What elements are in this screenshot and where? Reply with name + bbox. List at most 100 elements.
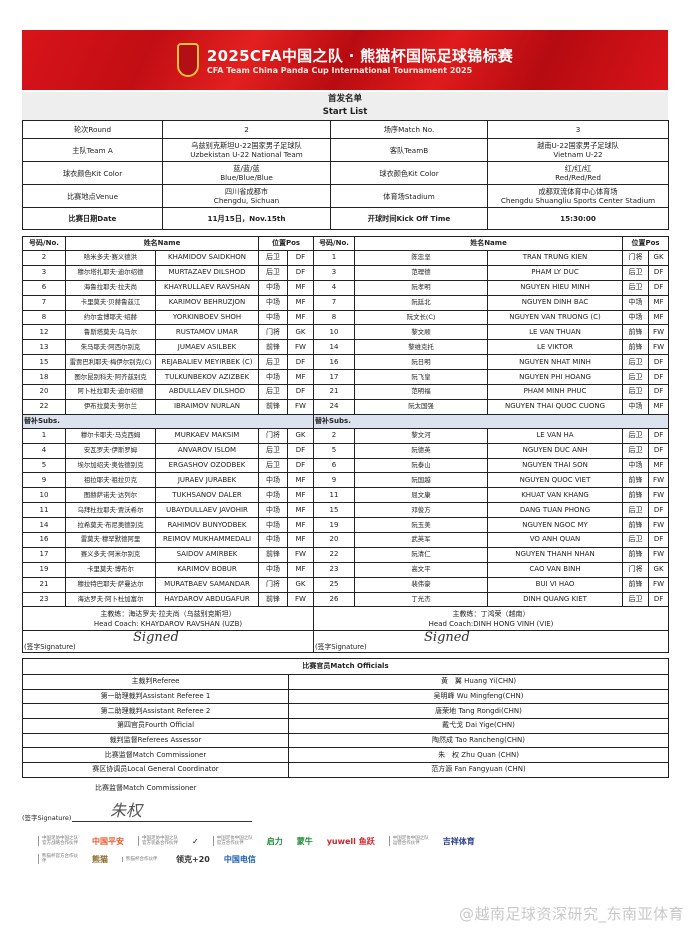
player-position-en: MF xyxy=(286,517,315,534)
player-position-en: FW xyxy=(648,576,670,593)
sponsor-category: 中国足协中国之队 运营合作伙伴 xyxy=(388,836,429,846)
info-cell: 比赛地点Venue xyxy=(22,184,163,208)
signature-line xyxy=(72,821,252,822)
sponsor-row: 熊猫杯官方合作伙伴 熊猫 熊猫杯合作伙伴 领克+20 中国电信 xyxy=(38,850,668,868)
head-coach-row: 主教练：海达罗夫·拉夫尚（乌兹别克斯坦） Head Coach: KHAYDARO… xyxy=(21,606,670,632)
player-number: 2 xyxy=(313,427,356,444)
player-number: 5 xyxy=(313,442,356,459)
player-row: 1 穆尔卡耶夫·马克西姆 MURKAEV MAKSIM 门将 GK 2 黎文河 LE VAN … xyxy=(22,427,670,444)
player-position-en: DF xyxy=(286,384,315,400)
player-number: 25 xyxy=(313,576,356,593)
player-number: 10 xyxy=(22,487,66,504)
banner-title-cn: 2025CFA中国之队 · 熊猫杯国际足球锦标赛 xyxy=(206,47,514,65)
player-position-cn: 中场 xyxy=(258,309,288,326)
player-name-en: DANG TUAN PHONG xyxy=(487,502,624,519)
player-position-en: MF xyxy=(286,487,315,504)
player-name-en: SAIDOV AMIRBEK xyxy=(155,546,259,563)
player-position-en: FW xyxy=(648,472,670,489)
player-number: 19 xyxy=(22,561,66,578)
player-number: 18 xyxy=(22,369,66,386)
player-name-cn: 祖拉耶夫·祖拉贝克 xyxy=(65,472,156,489)
lineup-header-row: 号码/No. 姓名Name 位置Pos 号码/No. 姓名Name 位置Pos xyxy=(22,236,670,251)
player-name-cn: 阮飞皇 xyxy=(354,369,489,386)
player-row: 15 雷贾巴利耶夫·梅伊尔别克(C) REJABALIEV MEYIRBEK (C)… xyxy=(22,354,670,371)
sponsor-logo: 中国平安 xyxy=(92,836,124,846)
player-name-en: TUKHSANOV DALER xyxy=(155,487,259,504)
player-position-en: FW xyxy=(286,339,315,356)
player-number: 6 xyxy=(313,457,356,474)
commissioner-signature-label: (签字Signature) xyxy=(22,814,72,822)
player-position-en: FW xyxy=(648,487,670,504)
header-name: 姓名Name xyxy=(65,236,259,251)
player-name-cn: 鲁斯塔莫夫·乌马尔 xyxy=(65,324,156,341)
player-number: 10 xyxy=(313,324,356,341)
player-position-cn: 前锋 xyxy=(622,339,650,356)
player-name-cn: 阮泰山 xyxy=(354,457,489,474)
coach-signature: Signed xyxy=(424,630,470,646)
player-row: 9 祖拉耶夫·祖拉贝克 JURAEV JURABEK 中场 MF 9 阮国越 NGUYEN Q… xyxy=(22,472,670,489)
player-name-en: CAO VAN BINH xyxy=(487,561,624,578)
info-value: Red/Red/Red xyxy=(555,173,601,182)
player-name-cn: 海鲁拉耶夫·拉夫尚 xyxy=(65,279,156,296)
player-row: 22 伊布拉莫夫·努尔兰 IBRAIMOV NURLAN 前锋 FW 24 阮太国强 NGUY… xyxy=(22,398,670,415)
player-row: 16 雷莫夫·穆罕默德阿里 REIMOV MUKHAMMEDALI 中场 MF 20 武英军… xyxy=(22,532,670,548)
info-label: 体育场Stadium xyxy=(383,191,435,201)
player-row: 2 哈米多夫·赛义德洪 KHAMIDOV SAIDKHON 后卫 DF 1 陈忠坚 TRAN … xyxy=(22,250,670,266)
player-number: 3 xyxy=(22,264,66,281)
player-name-en: ERGASHOV OZODBEK xyxy=(155,457,259,474)
player-position-cn: 后卫 xyxy=(622,442,650,459)
player-position-en: DF xyxy=(648,427,670,444)
player-position-cn: 中场 xyxy=(258,472,288,489)
player-number: 21 xyxy=(313,384,356,400)
sponsor-category: 熊猫杯合作伙伴 xyxy=(122,856,162,862)
player-name-en: NGUYEN THAI SON xyxy=(487,457,624,474)
info-value: 成都双流体育中心体育场 xyxy=(538,187,618,196)
player-name-cn: 高文平 xyxy=(354,561,489,578)
player-name-en: PHAM LY DUC xyxy=(487,264,624,281)
sponsor-logo: ✓ xyxy=(192,836,199,846)
info-cell: 客队TeamB xyxy=(330,138,488,162)
subs-header: 替补Subs. xyxy=(21,413,315,429)
player-position-en: DF xyxy=(286,264,315,281)
subs-header-row: 替补Subs. 替补Subs. xyxy=(21,413,670,429)
player-number: 4 xyxy=(22,442,66,459)
player-name-en: REJABALIEV MEYIRBEK (C) xyxy=(155,354,259,371)
official-name: 黄 翼 Huang Yi(CHN) xyxy=(287,674,670,690)
official-row: 裁判监督Referees Assessor 陶然成 Tao Rancheng(CH… xyxy=(22,732,670,749)
player-row: 11 乌拜杜拉耶夫·贾沃希尔 UBAYDULLAEV JAVOHIR 中场 MF 15 邓俊… xyxy=(22,502,670,519)
official-role: 第四官员Fourth Official xyxy=(22,718,289,734)
player-number: 20 xyxy=(313,532,356,548)
player-name-cn: 武英军 xyxy=(354,532,489,548)
player-position-en: FW xyxy=(286,591,315,608)
info-value: 越南U-22国家男子足球队 xyxy=(537,141,619,150)
player-row: 8 约尔金博耶夫·绍赫 YORKINBOEV SHOH 中场 MF 8 阮文长(C) NGUY… xyxy=(22,309,670,326)
player-position-en: GK xyxy=(648,250,670,266)
player-name-en: NGUYEN NGOC MY xyxy=(487,517,624,534)
player-number: 8 xyxy=(313,309,356,326)
player-row: 5 埃尔加绍夫·奥佐德别克 ERGASHOV OZODBEK 后卫 DF 6 阮泰山 NGUY… xyxy=(22,457,670,474)
player-position-cn: 前锋 xyxy=(622,324,650,341)
player-position-en: MF xyxy=(286,294,315,311)
player-position-en: DF xyxy=(286,250,315,266)
match-info-row: 比赛日期Date 11月15日，Nov.15th 开球时间Kick Off Time… xyxy=(22,207,669,230)
player-row: 7 卡里莫夫·贝赫鲁兹江 KARIMOV BEHRUZJON 中场 MF 7 阮廷北 NGUY… xyxy=(22,294,670,311)
player-position-en: DF xyxy=(286,442,315,459)
player-row: 13 朱马耶夫·阿西尔别克 JUMAEV ASILBEK 前锋 FW 14 黎维克托 LE V… xyxy=(22,339,670,356)
player-name-cn: 黎文顺 xyxy=(354,324,489,341)
info-cell: 11月15日，Nov.15th xyxy=(162,207,331,230)
player-row: 14 拉希莫夫·布尼奥德别克 RAHIMOV BUNYODBEK 中场 MF 19 阮玉美 N… xyxy=(22,517,670,534)
player-number: 21 xyxy=(22,576,66,593)
player-position-en: MF xyxy=(286,472,315,489)
player-name-en: NGUYEN VAN TRUONG (C) xyxy=(487,309,624,326)
player-position-en: DF xyxy=(648,591,670,608)
player-position-cn: 后卫 xyxy=(258,250,288,266)
sponsor-logo: 启力 xyxy=(266,836,283,846)
player-number: 20 xyxy=(22,384,66,400)
player-name-cn: 阮德英 xyxy=(354,442,489,459)
player-name-en: LE VAN THUAN xyxy=(487,324,624,341)
official-row: 赛区协调员Local General Coordinator 范方源 Fan Fa… xyxy=(22,762,670,778)
player-name-en: RUSTAMOV UMAR xyxy=(155,324,259,341)
player-position-en: DF xyxy=(648,532,670,548)
player-position-en: DF xyxy=(648,279,670,296)
player-name-cn: 阮玉美 xyxy=(354,517,489,534)
